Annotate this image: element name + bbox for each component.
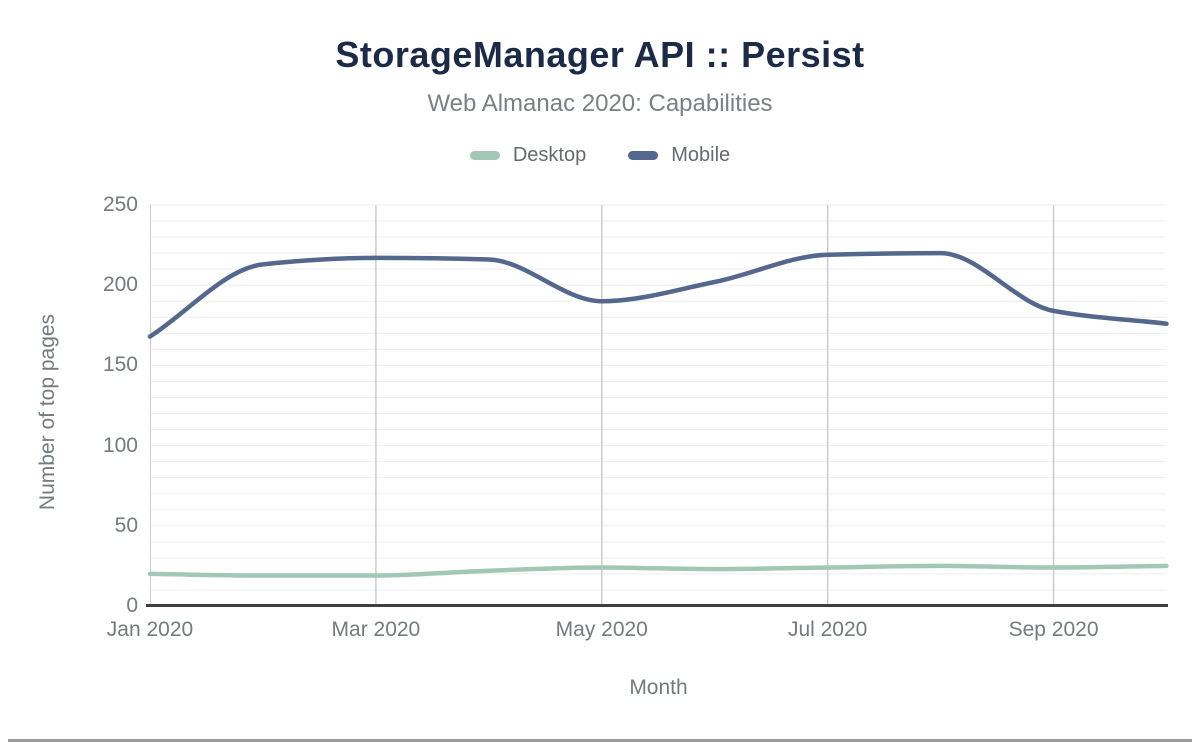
y-tick-label: 0	[126, 594, 138, 617]
chart-legend: Desktop Mobile	[0, 144, 1200, 167]
mobile-series-swatch	[628, 151, 659, 160]
desktop-series-line	[147, 563, 1169, 578]
y-tick-label: 200	[102, 273, 138, 297]
legend-item-mobile: Mobile	[628, 144, 730, 167]
legend-item-desktop: Desktop	[469, 144, 587, 167]
chart-subtitle: Web Almanac 2020: Capabilities	[427, 90, 773, 117]
x-tick-label: May 2020	[555, 618, 648, 641]
y-tick-label: 100	[102, 433, 138, 457]
x-tick-label: Sep 2020	[1008, 618, 1099, 641]
x-tick-label: Jul 2020	[787, 618, 868, 641]
plot-area	[147, 204, 1169, 606]
legend-label-desktop: Desktop	[512, 144, 587, 166]
bottom-divider	[8, 739, 1192, 742]
y-axis-title: Number of top pages	[36, 313, 59, 511]
y-tick-label: 150	[102, 353, 138, 377]
y-tick-label: 50	[114, 513, 138, 537]
x-axis-title: Month	[629, 676, 688, 699]
chart-title: StorageManager API :: Persist	[335, 34, 865, 75]
x-tick-label: Mar 2020	[331, 618, 421, 641]
mobile-series-line	[147, 250, 1169, 339]
x-tick-label: Jan 2020	[106, 618, 194, 641]
x-axis-line	[146, 604, 1168, 607]
y-tick-label: 250	[102, 193, 138, 216]
legend-label-mobile: Mobile	[671, 144, 731, 166]
desktop-series-swatch	[469, 151, 500, 160]
